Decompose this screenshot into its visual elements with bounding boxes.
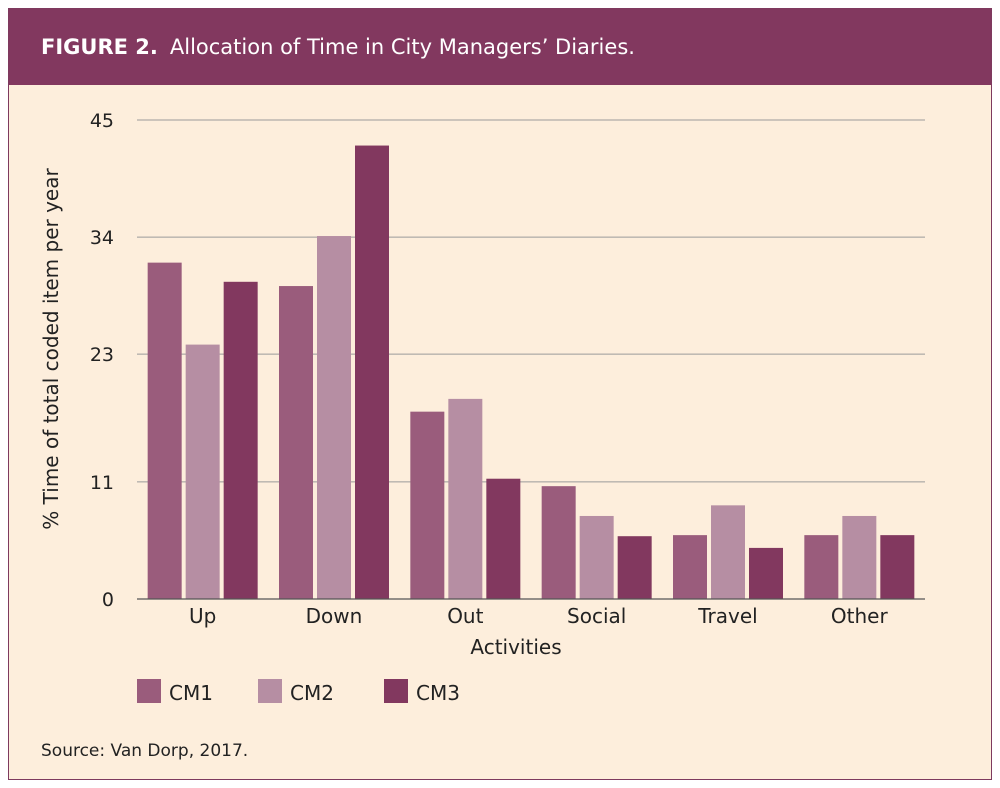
bar-cm2 xyxy=(579,515,614,599)
figure-title: Allocation of Time in City Managers’ Dia… xyxy=(169,35,635,59)
bar-cm2 xyxy=(185,344,220,599)
x-tick-label: Other xyxy=(831,604,889,628)
x-axis-label: Activities xyxy=(470,635,561,659)
bar-cm1 xyxy=(147,262,182,599)
figure-header: FIGURE 2. Allocation of Time in City Man… xyxy=(9,9,991,85)
y-tick-label: 34 xyxy=(90,227,114,249)
bar-cm3 xyxy=(617,536,652,599)
bar-cm2 xyxy=(317,236,351,599)
legend-swatch-cm3 xyxy=(384,679,408,703)
figure-source: Source: Van Dorp, 2017. xyxy=(41,741,249,761)
legend-label-cm2: CM2 xyxy=(290,681,334,705)
bar-cm1 xyxy=(541,486,576,599)
legend-swatch-cm2 xyxy=(258,679,282,703)
x-tick-label: Social xyxy=(567,604,626,628)
y-tick-label: 45 xyxy=(90,110,114,132)
legend-label-cm3: CM3 xyxy=(416,681,460,705)
bar-cm3 xyxy=(880,535,915,599)
x-tick-label: Out xyxy=(447,604,483,628)
x-tick-label: Down xyxy=(306,604,363,628)
figure-label: FIGURE 2. xyxy=(41,35,158,59)
y-tick-label: 11 xyxy=(90,472,114,494)
bar-cm3 xyxy=(749,547,783,599)
x-tick-label: Up xyxy=(189,604,216,628)
bar-cm1 xyxy=(804,535,839,599)
bar-cm1 xyxy=(410,411,445,599)
bar-cm2 xyxy=(842,515,877,599)
legend-swatch-cm1 xyxy=(137,679,161,703)
bar-cm3 xyxy=(486,478,521,599)
x-tick-label: Travel xyxy=(697,604,757,628)
y-tick-label: 23 xyxy=(90,344,114,366)
bar-cm1 xyxy=(279,286,313,599)
bar-cm2 xyxy=(448,398,483,599)
y-axis-label: % Time of total coded item per year xyxy=(39,168,63,530)
y-tick-label: 0 xyxy=(102,589,114,611)
bar-cm2 xyxy=(711,505,745,599)
legend-label-cm1: CM1 xyxy=(169,681,213,705)
bar-cm3 xyxy=(355,145,389,599)
bar-cm3 xyxy=(223,281,258,599)
bar-cm1 xyxy=(673,535,707,599)
